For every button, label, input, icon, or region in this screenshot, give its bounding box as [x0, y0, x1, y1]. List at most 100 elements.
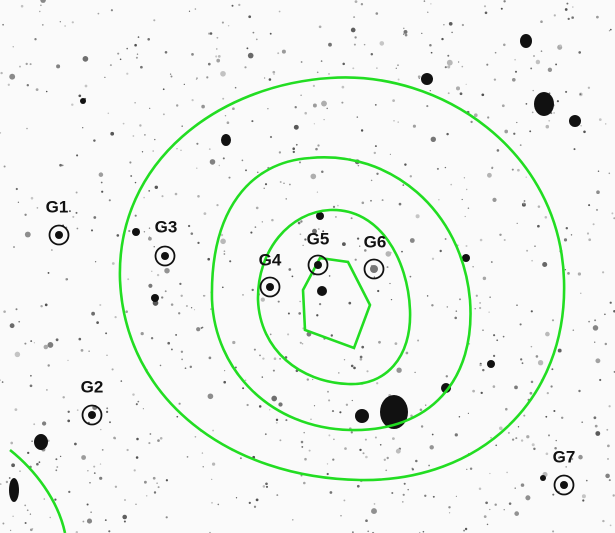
- speckle: [463, 177, 466, 179]
- speckle: [54, 498, 57, 501]
- source: [34, 434, 48, 450]
- speckle: [517, 168, 520, 172]
- speckle: [221, 286, 224, 289]
- speckle: [492, 385, 496, 388]
- speckle: [0, 379, 1, 381]
- speckle: [365, 519, 368, 523]
- galaxy-label: G6: [364, 232, 387, 251]
- speckle: [417, 75, 421, 79]
- speckle: [76, 227, 79, 230]
- speckle: [501, 104, 505, 108]
- speckle: [113, 436, 116, 440]
- speckle: [582, 499, 585, 502]
- speckle: [119, 58, 122, 61]
- speckle: [414, 371, 416, 374]
- speckle: [46, 389, 48, 391]
- speckle: [197, 241, 200, 245]
- speckle: [116, 234, 120, 237]
- speckle: [531, 443, 535, 447]
- speckle: [93, 465, 96, 468]
- speckle: [392, 437, 395, 440]
- speckle: [15, 187, 18, 191]
- speckle: [299, 233, 302, 236]
- speckle: [530, 310, 533, 313]
- speckle: [496, 149, 500, 152]
- speckle: [558, 456, 561, 459]
- speckle: [136, 53, 139, 55]
- speckle: [564, 8, 568, 11]
- speckle: [66, 278, 69, 281]
- speckle: [596, 190, 600, 195]
- speckle: [64, 25, 66, 27]
- speckle: [216, 48, 218, 50]
- speckle: [80, 349, 84, 352]
- speckle: [354, 36, 357, 39]
- speckle: [238, 3, 241, 7]
- speckle: [488, 311, 490, 313]
- speckle: [405, 351, 409, 355]
- speckle: [419, 408, 423, 412]
- speckle: [299, 300, 301, 303]
- speckle: [7, 83, 10, 86]
- source: [462, 254, 470, 262]
- speckle: [303, 431, 305, 434]
- speckle: [570, 457, 574, 461]
- speckle: [313, 123, 315, 125]
- speckle: [159, 437, 163, 440]
- speckle: [596, 15, 599, 19]
- speckle: [223, 250, 226, 253]
- speckle: [196, 327, 201, 332]
- speckle: [533, 447, 536, 451]
- speckle: [464, 215, 466, 218]
- speckle: [56, 466, 59, 468]
- speckle: [180, 294, 183, 297]
- speckle: [24, 504, 27, 507]
- speckle: [455, 86, 461, 91]
- speckle: [415, 459, 418, 463]
- speckle: [356, 237, 360, 240]
- source-core: [314, 261, 322, 269]
- speckle: [196, 142, 199, 145]
- speckle: [156, 482, 158, 484]
- speckle: [457, 61, 460, 63]
- speckle: [422, 530, 425, 533]
- speckle: [183, 83, 185, 86]
- speckle: [181, 125, 183, 127]
- speckle: [545, 331, 550, 337]
- speckle: [189, 365, 193, 369]
- speckle: [480, 391, 483, 395]
- speckle: [207, 62, 211, 66]
- speckle: [86, 503, 89, 506]
- speckle: [29, 513, 32, 515]
- speckle: [431, 257, 435, 260]
- speckle: [566, 2, 569, 5]
- speckle: [500, 7, 503, 10]
- speckle: [583, 130, 586, 134]
- speckle: [133, 469, 136, 472]
- speckle: [504, 129, 509, 134]
- speckle: [448, 506, 451, 509]
- speckle: [148, 442, 151, 445]
- speckle: [239, 457, 242, 460]
- galaxy-label: G7: [553, 447, 576, 466]
- speckle: [444, 238, 447, 240]
- speckle: [178, 402, 181, 405]
- speckle: [553, 409, 556, 413]
- speckle: [526, 435, 530, 439]
- speckle: [464, 527, 468, 531]
- speckle: [0, 132, 2, 134]
- speckle: [559, 44, 562, 48]
- speckle: [292, 519, 294, 521]
- speckle: [273, 357, 277, 361]
- speckle: [223, 253, 226, 255]
- speckle: [167, 341, 171, 345]
- speckle: [195, 78, 198, 80]
- speckle: [444, 66, 447, 69]
- speckle: [96, 321, 99, 324]
- speckle: [530, 67, 533, 70]
- speckle: [379, 41, 385, 46]
- speckle: [267, 107, 269, 110]
- speckle: [122, 514, 128, 520]
- speckle: [593, 416, 597, 420]
